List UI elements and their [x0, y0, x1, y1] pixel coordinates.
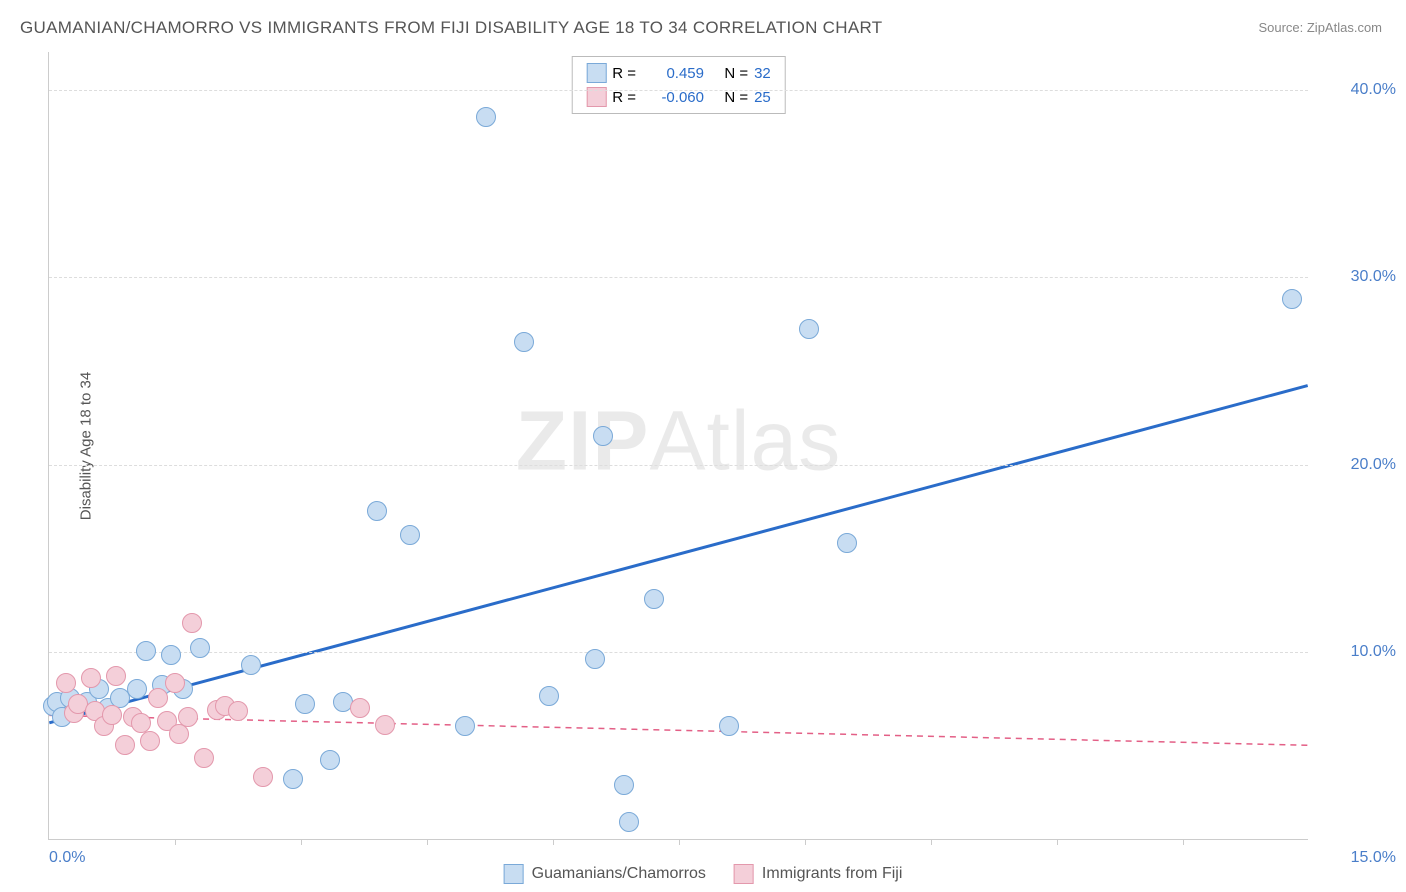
data-point	[799, 319, 819, 339]
gridline	[49, 465, 1308, 466]
x-tick-mark	[679, 839, 680, 845]
n-label: N =	[724, 65, 748, 82]
data-point	[539, 686, 559, 706]
data-point	[115, 735, 135, 755]
data-point	[190, 638, 210, 658]
data-point	[476, 107, 496, 127]
data-point	[350, 698, 370, 718]
data-point	[455, 716, 475, 736]
chart-title: GUAMANIAN/CHAMORRO VS IMMIGRANTS FROM FI…	[20, 18, 882, 38]
source-label: Source: ZipAtlas.com	[1258, 20, 1382, 35]
data-point	[165, 673, 185, 693]
data-point	[719, 716, 739, 736]
r-value: 0.459	[642, 65, 704, 82]
x-tick-mark	[805, 839, 806, 845]
n-value: 25	[754, 89, 771, 106]
x-tick-mark	[1183, 839, 1184, 845]
plot-area: ZIPAtlas R = 0.459 N = 32 R = -0.060 N =…	[48, 52, 1308, 840]
data-point	[178, 707, 198, 727]
swatch-series-1	[586, 63, 606, 83]
data-point	[182, 613, 202, 633]
y-tick-label: 10.0%	[1316, 643, 1396, 661]
data-point	[514, 332, 534, 352]
trend-line	[49, 386, 1307, 723]
data-point	[400, 525, 420, 545]
stats-legend-box: R = 0.459 N = 32 R = -0.060 N = 25	[571, 56, 786, 114]
data-point	[837, 533, 857, 553]
x-tick-min: 0.0%	[49, 849, 85, 867]
data-point	[194, 748, 214, 768]
data-point	[644, 589, 664, 609]
x-tick-mark	[175, 839, 176, 845]
data-point	[136, 641, 156, 661]
data-point	[241, 655, 261, 675]
data-point	[1282, 289, 1302, 309]
data-point	[320, 750, 340, 770]
data-point	[593, 426, 613, 446]
legend-item-series-2: Immigrants from Fiji	[734, 864, 902, 884]
y-tick-label: 20.0%	[1316, 456, 1396, 474]
legend-item-series-1: Guamanians/Chamorros	[504, 864, 706, 884]
gridline	[49, 277, 1308, 278]
data-point	[161, 645, 181, 665]
data-point	[375, 715, 395, 735]
data-point	[367, 501, 387, 521]
data-point	[106, 666, 126, 686]
r-label: R =	[612, 89, 636, 106]
legend-label: Immigrants from Fiji	[762, 865, 902, 883]
data-point	[140, 731, 160, 751]
legend-label: Guamanians/Chamorros	[532, 865, 706, 883]
data-point	[127, 679, 147, 699]
y-tick-label: 30.0%	[1316, 268, 1396, 286]
y-tick-label: 40.0%	[1316, 81, 1396, 99]
r-value: -0.060	[642, 89, 704, 106]
data-point	[81, 668, 101, 688]
data-point	[102, 705, 122, 725]
data-point	[295, 694, 315, 714]
r-label: R =	[612, 65, 636, 82]
watermark: ZIPAtlas	[516, 392, 841, 489]
chart-container: GUAMANIAN/CHAMORRO VS IMMIGRANTS FROM FI…	[0, 0, 1406, 892]
data-point	[283, 769, 303, 789]
data-point	[56, 673, 76, 693]
stats-row-series-1: R = 0.459 N = 32	[586, 61, 771, 85]
x-tick-max: 15.0%	[1316, 849, 1396, 867]
gridline	[49, 652, 1308, 653]
data-point	[614, 775, 634, 795]
n-value: 32	[754, 65, 771, 82]
x-tick-mark	[427, 839, 428, 845]
data-point	[253, 767, 273, 787]
data-point	[131, 713, 151, 733]
x-tick-mark	[553, 839, 554, 845]
n-label: N =	[724, 89, 748, 106]
x-tick-mark	[931, 839, 932, 845]
x-tick-mark	[301, 839, 302, 845]
gridline	[49, 90, 1308, 91]
data-point	[228, 701, 248, 721]
legend-swatch-1	[504, 864, 524, 884]
data-point	[619, 812, 639, 832]
series-legend: Guamanians/Chamorros Immigrants from Fij…	[504, 864, 903, 884]
data-point	[585, 649, 605, 669]
x-tick-mark	[1057, 839, 1058, 845]
data-point	[148, 688, 168, 708]
legend-swatch-2	[734, 864, 754, 884]
